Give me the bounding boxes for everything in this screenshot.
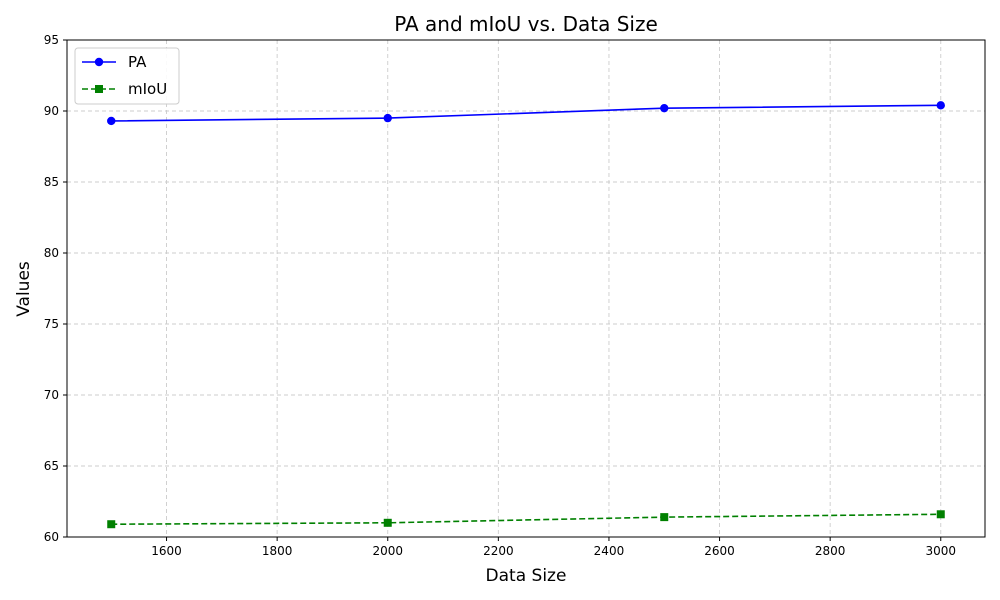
- x-tick-label: 2400: [594, 544, 625, 558]
- data-point: [660, 103, 669, 113]
- series-miou: [107, 510, 945, 529]
- x-tick-label: 1600: [151, 544, 182, 558]
- series-line: [111, 104, 941, 122]
- data-point: [107, 520, 116, 529]
- data-point: [107, 116, 116, 126]
- x-tick-label: 1800: [262, 544, 293, 558]
- y-axis-label: Values: [14, 261, 34, 317]
- legend-marker: [94, 57, 104, 67]
- x-tick-label: 2600: [704, 544, 735, 558]
- data-point: [660, 513, 669, 522]
- series-pa: [107, 101, 945, 126]
- y-tick-label: 70: [44, 388, 59, 402]
- x-tick-label: 2200: [483, 544, 514, 558]
- data-point: [936, 510, 945, 519]
- legend-label: PA: [128, 53, 147, 71]
- y-tick-label: 60: [44, 530, 59, 544]
- legend: PA mIoU: [74, 47, 180, 105]
- y-tick-label: 65: [44, 459, 59, 473]
- y-tick-label: 95: [44, 33, 59, 47]
- x-tick-label: 2000: [372, 544, 403, 558]
- chart-title: PA and mIoU vs. Data Size: [394, 12, 658, 36]
- x-axis: 1600 1800 2000 2200 2400 2600 2800 3000: [151, 537, 956, 558]
- legend-item-miou: mIoU: [82, 80, 167, 98]
- series-line: [111, 513, 941, 526]
- legend-marker: [95, 85, 103, 93]
- legend-label: mIoU: [128, 80, 167, 98]
- y-tick-label: 75: [44, 317, 59, 331]
- legend-item-pa: PA: [82, 53, 147, 71]
- x-axis-label: Data Size: [486, 566, 567, 586]
- y-tick-label: 80: [44, 246, 59, 260]
- data-point: [383, 113, 392, 123]
- data-point: [936, 101, 945, 110]
- series-layer: [107, 101, 945, 529]
- y-tick-label: 90: [44, 104, 59, 118]
- data-point: [383, 518, 392, 527]
- plot-area: [67, 40, 985, 537]
- y-axis: 60 65 70 75 80 85 90 95: [44, 33, 67, 544]
- x-tick-label: 3000: [925, 544, 956, 558]
- y-tick-label: 85: [44, 175, 59, 189]
- x-tick-label: 2800: [815, 544, 846, 558]
- plot-frame: [66, 39, 986, 538]
